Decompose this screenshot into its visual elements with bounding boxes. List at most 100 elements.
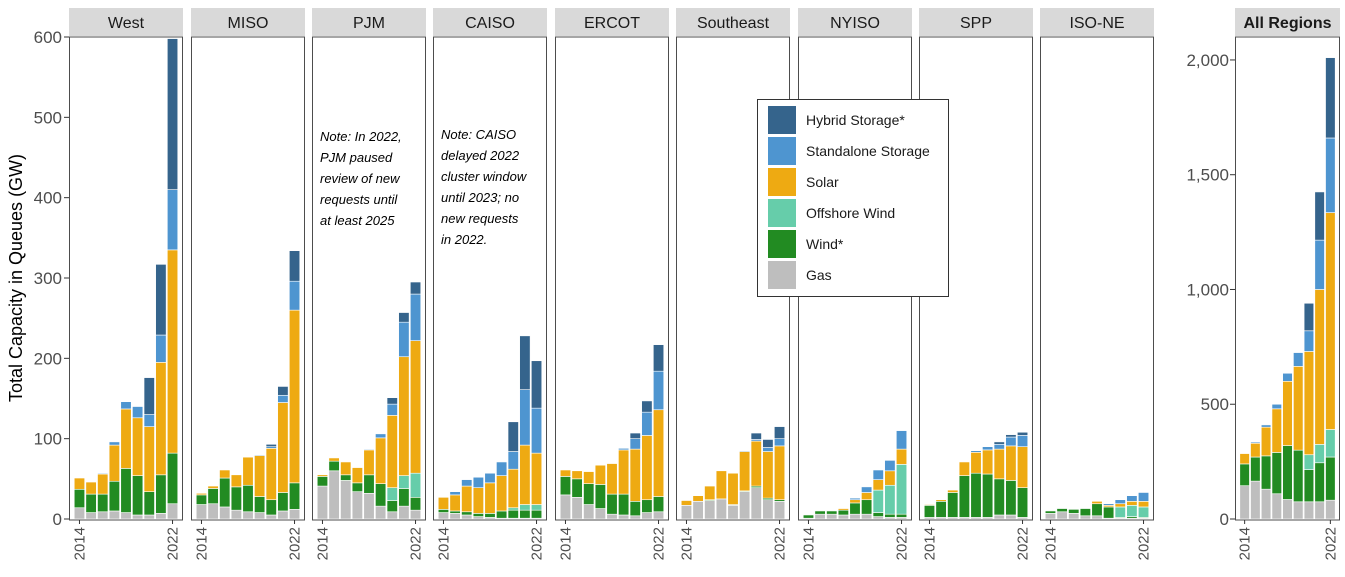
bar-segment-standalone-storage-2020 bbox=[1114, 499, 1126, 505]
bar-segment-wind-2019 bbox=[861, 499, 873, 515]
bar-segment-standalone-storage-2021 bbox=[398, 321, 410, 358]
panel-title: SPP bbox=[960, 15, 992, 32]
bar-segment-hybrid-storage-2020 bbox=[750, 432, 762, 440]
bar-segment-gas-2014 bbox=[316, 485, 329, 520]
bar-segment-wind-2021 bbox=[519, 509, 531, 519]
bar-segment-gas-2019 bbox=[254, 512, 266, 520]
bar-segment-gas-2018 bbox=[363, 492, 375, 520]
bar-segment-gas-2019 bbox=[375, 505, 387, 520]
bar-segment-standalone-storage-2017 bbox=[108, 441, 120, 446]
bar-segment-gas-2021 bbox=[1005, 514, 1017, 520]
legend: Hybrid Storage* Standalone Storage Solar Of… bbox=[757, 99, 949, 297]
bar-segment-wind-2014 bbox=[923, 505, 936, 518]
bar-segment-standalone-storage-2022 bbox=[409, 293, 422, 341]
x-tick-label: 2014 bbox=[557, 527, 574, 560]
bar-segment-offshore-wind-2022 bbox=[1325, 429, 1336, 458]
x-tick-label: 2022 bbox=[1322, 527, 1339, 560]
bar-segment-gas-2018 bbox=[606, 513, 618, 520]
legend-key bbox=[768, 168, 796, 196]
x-tick-label: 2014 bbox=[921, 527, 938, 560]
bar-segment-gas-2017 bbox=[230, 509, 242, 520]
bar-segment-wind-2020 bbox=[386, 500, 398, 513]
bar-segment-standalone-storage-2021 bbox=[641, 411, 653, 436]
bar-segment-wind-2016 bbox=[947, 492, 959, 518]
bar-segment-standalone-storage-2020 bbox=[993, 443, 1005, 450]
bar-segment-wind-2021 bbox=[1314, 462, 1325, 503]
bar-segment-gas-2020 bbox=[265, 514, 277, 520]
bar-segment-solar-2014 bbox=[316, 474, 329, 477]
bar-segment-offshore-wind-2022 bbox=[409, 472, 422, 498]
bar-segment-standalone-storage-2020 bbox=[507, 451, 519, 470]
bar-segment-standalone-storage-2018 bbox=[363, 448, 375, 451]
bar-segment-solar-2018 bbox=[242, 456, 254, 486]
bar-segment-gas-2021 bbox=[641, 512, 653, 520]
legend-label: Wind* bbox=[806, 236, 844, 252]
panel-strip bbox=[1040, 8, 1154, 36]
bar-segment-solar-2016 bbox=[583, 471, 595, 484]
bar-segment-wind-2015 bbox=[1250, 456, 1261, 482]
bar-segment-gas-2020 bbox=[1303, 501, 1315, 520]
bar-segment-solar-2020 bbox=[1303, 351, 1315, 456]
bar-segment-wind-2020 bbox=[1303, 469, 1315, 503]
panel-miso: MISO 2014 2022 bbox=[191, 8, 305, 560]
bar-segment-standalone-storage-2018 bbox=[1282, 372, 1293, 382]
bar-segment-gas-2020 bbox=[872, 516, 884, 520]
bar-segment-solar-2017 bbox=[715, 470, 727, 500]
x-tick-label: 2022 bbox=[408, 527, 425, 560]
bar-segment-hybrid-storage-2020 bbox=[629, 432, 641, 439]
panel-title: Southeast bbox=[697, 15, 770, 32]
bar-segment-gas-2021 bbox=[1314, 501, 1325, 520]
bar-segment-wind-2015 bbox=[814, 510, 826, 515]
bar-segment-offshore-wind-2022 bbox=[895, 464, 908, 515]
bar-segment-standalone-storage-2017 bbox=[1271, 403, 1282, 410]
bar-segment-hybrid-storage-2021 bbox=[1314, 191, 1325, 241]
bar-segment-solar-2014 bbox=[437, 497, 450, 510]
bar-segment-gas-2014 bbox=[73, 507, 86, 520]
bar-segment-wind-2016 bbox=[97, 493, 109, 513]
bar-segment-offshore-wind-2021 bbox=[519, 504, 531, 511]
x-tick-label: 2022 bbox=[165, 527, 182, 560]
bar-segment-solar-2022 bbox=[409, 340, 422, 474]
x-tick-label: 2014 bbox=[678, 527, 695, 560]
panel-strip bbox=[191, 8, 305, 36]
bar-segment-solar-2022 bbox=[773, 445, 786, 501]
bar-segment-wind-2015 bbox=[328, 460, 340, 472]
bar-segment-wind-2020 bbox=[872, 512, 884, 517]
bar-segment-gas-2017 bbox=[837, 514, 849, 520]
panel-note-line: Note: CAISO bbox=[441, 127, 516, 142]
bar-segment-wind-2014 bbox=[195, 494, 208, 505]
bar-segment-wind-2014 bbox=[559, 476, 572, 496]
y-tick-label: 600 bbox=[34, 28, 62, 47]
bar-segment-gas-2015 bbox=[207, 503, 219, 520]
panel-title: CAISO bbox=[465, 15, 515, 32]
bar-segment-solar-2016 bbox=[97, 473, 109, 495]
bar-segment-gas-2019 bbox=[132, 514, 144, 520]
bar-segment-wind-2014 bbox=[1239, 463, 1250, 487]
bar-segment-gas-2017 bbox=[108, 510, 120, 520]
bar-segment-wind-2017 bbox=[1079, 508, 1091, 517]
bar-segment-solar-2019 bbox=[375, 437, 387, 484]
bar-segment-standalone-storage-2020 bbox=[629, 438, 641, 450]
bar-segment-solar-2017 bbox=[472, 487, 484, 514]
bar-segment-solar-2019 bbox=[982, 449, 994, 475]
legend-key bbox=[768, 199, 796, 227]
bar-segment-wind-2022 bbox=[652, 496, 665, 513]
bar-segment-wind-2018 bbox=[484, 513, 496, 518]
bar-segment-offshore-wind-2020 bbox=[872, 489, 884, 513]
x-tick-label: 2022 bbox=[1015, 527, 1032, 560]
bar-segment-offshore-wind-2022 bbox=[1137, 506, 1150, 518]
bar-segment-standalone-storage-2021 bbox=[1314, 239, 1325, 290]
bar-segment-solar-2017 bbox=[958, 461, 970, 476]
bar-segment-gas-2018 bbox=[727, 505, 739, 520]
bar-segment-wind-2015 bbox=[449, 510, 461, 514]
bar-segment-solar-2020 bbox=[1114, 503, 1126, 508]
bar-segment-wind-2019 bbox=[982, 473, 994, 518]
bar-segment-standalone-storage-2022 bbox=[1137, 492, 1150, 502]
bar-segment-solar-2021 bbox=[277, 402, 289, 493]
bar-segment-solar-2015 bbox=[328, 457, 340, 462]
bar-segment-wind-2022 bbox=[1016, 487, 1029, 518]
bar-segment-standalone-storage-2019 bbox=[254, 454, 266, 456]
bar-segment-gas-2020 bbox=[143, 514, 155, 520]
bar-segment-gas-2015 bbox=[1056, 511, 1068, 520]
x-tick-label: 2014 bbox=[1042, 527, 1059, 560]
